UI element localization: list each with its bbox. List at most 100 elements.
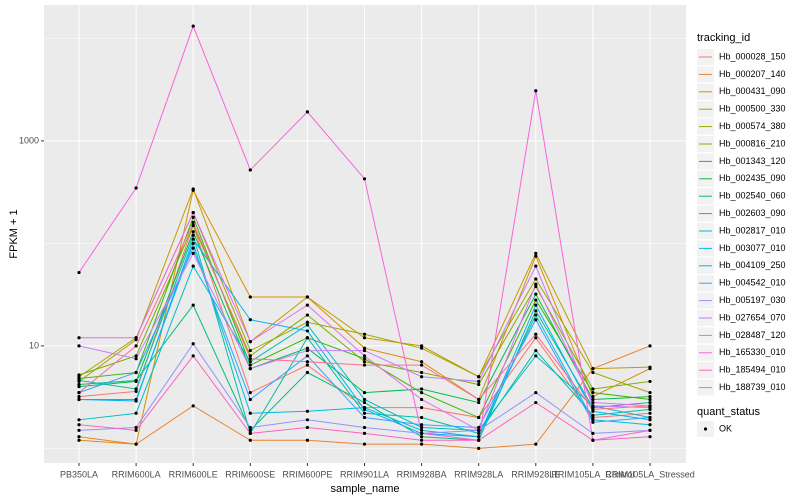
data-point xyxy=(534,400,538,405)
data-point xyxy=(534,303,538,307)
data-point xyxy=(362,360,367,364)
data-point xyxy=(362,332,367,336)
data-point xyxy=(191,354,195,358)
legend-label: OK xyxy=(719,423,732,433)
legend-label: Hb_005197_030 xyxy=(719,295,786,305)
data-point xyxy=(362,407,367,412)
data-point xyxy=(420,387,424,391)
data-point xyxy=(248,431,252,436)
x-tick-label: RRIM600PE xyxy=(282,469,332,479)
data-point xyxy=(591,431,595,436)
data-point xyxy=(248,357,252,361)
data-point xyxy=(591,370,595,375)
data-point xyxy=(305,303,309,307)
data-point xyxy=(420,405,424,410)
data-point xyxy=(248,295,252,299)
data-point xyxy=(591,400,595,405)
x-tick-label: RRIM600LE xyxy=(169,469,218,479)
y-tick-label: 10 xyxy=(29,340,39,350)
data-point xyxy=(591,407,595,412)
data-point xyxy=(191,220,195,225)
data-point xyxy=(134,186,138,190)
data-point xyxy=(191,24,195,28)
data-point xyxy=(362,431,367,436)
data-point xyxy=(248,318,252,322)
data-point xyxy=(534,254,538,258)
data-point xyxy=(305,346,309,350)
data-point xyxy=(534,336,538,340)
data-point xyxy=(362,177,367,181)
data-point xyxy=(191,246,195,250)
data-point xyxy=(648,411,652,415)
data-point xyxy=(648,395,652,399)
data-point xyxy=(420,428,424,432)
data-point xyxy=(77,378,81,383)
data-point xyxy=(362,397,367,402)
data-point xyxy=(591,420,595,424)
x-tick-label: PB350LA xyxy=(60,469,98,479)
data-point xyxy=(534,284,538,289)
data-point xyxy=(477,431,481,436)
data-point xyxy=(420,431,424,436)
x-tick-label: RRIM105LA_Stressed xyxy=(605,469,695,479)
data-point xyxy=(534,318,538,322)
data-point xyxy=(362,400,367,405)
data-point xyxy=(477,425,481,430)
data-point xyxy=(534,251,538,255)
data-point xyxy=(420,438,424,442)
data-point xyxy=(77,336,81,340)
data-point xyxy=(534,89,538,93)
x-axis-title: sample_name xyxy=(330,483,399,495)
legend-label: Hb_002817_010 xyxy=(719,225,786,235)
data-point xyxy=(591,418,595,422)
data-point xyxy=(305,438,309,442)
data-point xyxy=(362,411,367,415)
data-point xyxy=(305,329,309,333)
data-point xyxy=(305,354,309,358)
data-point xyxy=(420,425,424,430)
data-point xyxy=(134,428,138,432)
data-point xyxy=(648,400,652,405)
legend-label: Hb_002603_090 xyxy=(719,208,786,218)
data-point xyxy=(420,344,424,348)
legend-label: Hb_188739_010 xyxy=(719,382,786,392)
data-point xyxy=(134,442,138,446)
data-point xyxy=(534,298,538,302)
data-point xyxy=(191,210,195,215)
legend-label: Hb_185494_010 xyxy=(719,365,786,375)
x-tick-label: RRIM600LA xyxy=(112,469,161,479)
data-point xyxy=(248,360,252,364)
data-point xyxy=(648,415,652,420)
data-point xyxy=(420,442,424,446)
data-point xyxy=(362,354,367,358)
data-point xyxy=(591,413,595,417)
data-point xyxy=(191,223,195,227)
x-tick-label: RRIM600SE xyxy=(225,469,275,479)
data-point xyxy=(420,415,424,420)
data-point xyxy=(362,346,367,350)
legend-label: Hb_000574_380 xyxy=(719,121,786,131)
data-point xyxy=(134,389,138,393)
data-point xyxy=(534,282,538,286)
data-point xyxy=(362,391,367,395)
data-point xyxy=(305,409,309,413)
data-point xyxy=(191,187,195,191)
data-point xyxy=(477,428,481,432)
data-point xyxy=(477,415,481,420)
data-point xyxy=(305,348,309,353)
data-point xyxy=(648,435,652,439)
legend-label: Hb_004109_250 xyxy=(719,260,786,270)
legend-title: tracking_id xyxy=(697,32,750,44)
data-point xyxy=(134,425,138,430)
data-point xyxy=(77,397,81,402)
data-point xyxy=(305,313,309,317)
data-point xyxy=(248,367,252,371)
data-point xyxy=(534,391,538,395)
legend-label: Hb_000500_330 xyxy=(719,104,786,114)
data-point xyxy=(305,425,309,430)
data-point xyxy=(134,378,138,383)
data-point xyxy=(591,391,595,395)
data-point xyxy=(77,423,81,427)
data-point xyxy=(134,344,138,348)
data-point xyxy=(591,387,595,391)
